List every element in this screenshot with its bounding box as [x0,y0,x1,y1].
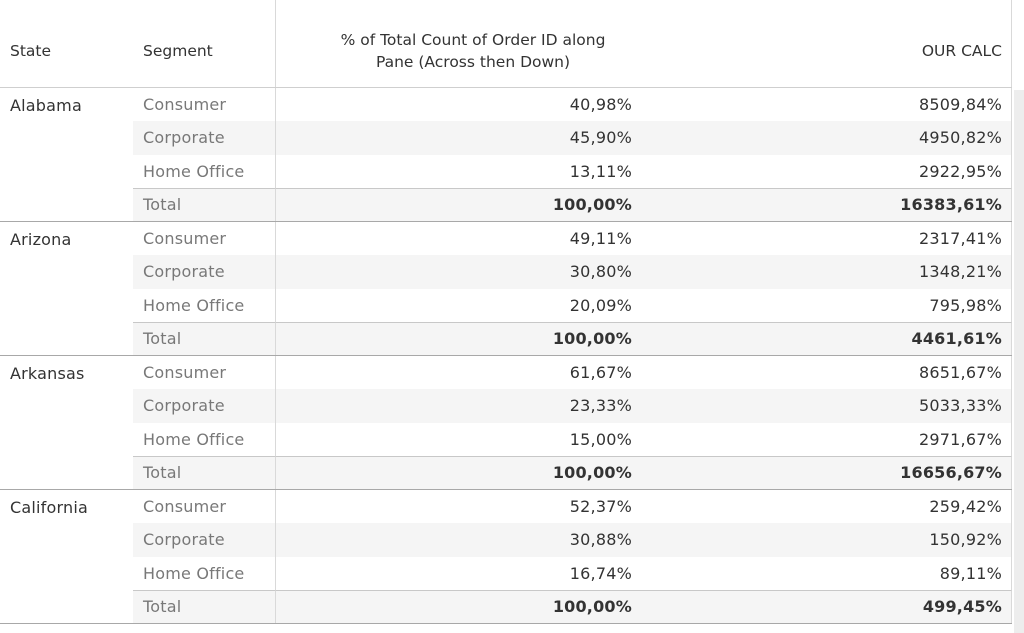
segment-label[interactable]: Home Office [143,295,245,315]
segment-label[interactable]: Consumer [143,363,227,383]
our-calc-value[interactable]: 5033,33% [670,389,1012,423]
our-calc-value[interactable]: 1348,21% [670,255,1012,289]
our-calc-value[interactable]: 8509,84% [670,88,1012,122]
segment-label[interactable]: Corporate [133,523,275,557]
pct-of-total-value[interactable]: 61,67% [275,356,670,390]
segment-label[interactable]: Corporate [133,121,275,155]
state-label[interactable]: Arizona [0,222,133,355]
state-label[interactable]: Arkansas [0,356,133,489]
our-calc-value[interactable]: 2971,67% [670,422,1012,456]
column-header-pct-label: % of Total Count of Order ID along Pane (… [340,30,606,71]
our-calc-value[interactable]: 259,42% [670,490,1012,524]
column-header-segment-label: Segment [143,41,213,60]
state-group: Alabama Consumer 40,98% 8509,84% Corporate 45… [0,88,1012,222]
pct-of-total-value[interactable]: 13,11% [275,154,670,188]
column-header-state[interactable]: State [0,0,133,87]
pct-of-total-value[interactable]: 30,80% [275,255,670,289]
segment-label[interactable]: Total [133,187,275,221]
state-group: Arkansas Consumer 61,67% 8651,67% Corporate 2… [0,356,1012,490]
segment-label[interactable]: Consumer [143,95,227,115]
segment-label[interactable]: Consumer [143,229,227,249]
our-calc-value[interactable]: 2317,41% [670,222,1012,256]
segment-label[interactable]: Home Office [143,429,245,449]
pct-of-total-value[interactable]: 52,37% [275,490,670,524]
column-header-our-calc-label: OUR CALC [921,41,1002,60]
pct-of-total-value[interactable]: 45,90% [275,121,670,155]
segment-label[interactable]: Corporate [133,255,275,289]
scrollbar-gutter [1012,0,1024,633]
vertical-scrollbar[interactable] [1014,90,1024,633]
pct-of-total-value[interactable]: 100,00% [275,321,670,355]
segment-label[interactable]: Corporate [133,389,275,423]
state-group: California Consumer 52,37% 259,42% Corporate… [0,490,1012,624]
our-calc-value[interactable]: 499,45% [670,589,1012,623]
segment-label[interactable]: Consumer [143,497,227,517]
state-group-partial: ColoradoConsumer [0,624,1012,633]
segment-label[interactable]: Total [133,321,275,355]
pct-of-total-value[interactable]: 100,00% [275,187,670,221]
state-label[interactable]: Alabama [0,88,133,221]
our-calc-value[interactable]: 89,11% [670,556,1012,590]
our-calc-value[interactable]: 795,98% [670,288,1012,322]
pct-of-total-value[interactable]: 40,98% [275,88,670,122]
segment-label[interactable]: Home Office [143,161,245,181]
state-label[interactable]: California [0,490,133,623]
column-header-pct-of-total[interactable]: % of Total Count of Order ID along Pane (… [275,0,670,87]
pct-of-total-value[interactable]: 16,74% [275,556,670,590]
our-calc-value[interactable]: 8651,67% [670,356,1012,390]
column-header-state-label: State [10,41,52,60]
table-body: Alabama Consumer 40,98% 8509,84% Corporate 45… [0,88,1012,633]
our-calc-value[interactable]: 4950,82% [670,121,1012,155]
our-calc-value[interactable]: 4461,61% [670,321,1012,355]
pct-of-total-value[interactable]: 30,88% [275,523,670,557]
our-calc-value[interactable]: 16656,67% [670,455,1012,489]
column-header-our-calc[interactable]: OUR CALC [670,0,1012,87]
pct-of-total-value[interactable]: 100,00% [275,455,670,489]
pct-of-total-value[interactable]: 49,11% [275,222,670,256]
pct-of-total-value[interactable]: 20,09% [275,288,670,322]
our-calc-value[interactable]: 2922,95% [670,154,1012,188]
pct-of-total-value[interactable]: 15,00% [275,422,670,456]
pct-of-total-value[interactable]: 23,33% [275,389,670,423]
state-group: Arizona Consumer 49,11% 2317,41% Corporate 30… [0,222,1012,356]
column-header-segment[interactable]: Segment [133,0,275,87]
segment-label[interactable]: Total [133,455,275,489]
pct-of-total-value[interactable]: 100,00% [275,589,670,623]
our-calc-value[interactable]: 150,92% [670,523,1012,557]
table-header-row: State Segment % of Total Count of Order … [0,0,1012,88]
state-label[interactable]: Colorado [0,624,133,633]
segment-label[interactable]: Consumer [133,624,275,633]
our-calc-value[interactable]: 16383,61% [670,187,1012,221]
segment-label[interactable]: Total [133,589,275,623]
segment-label[interactable]: Home Office [143,563,245,583]
